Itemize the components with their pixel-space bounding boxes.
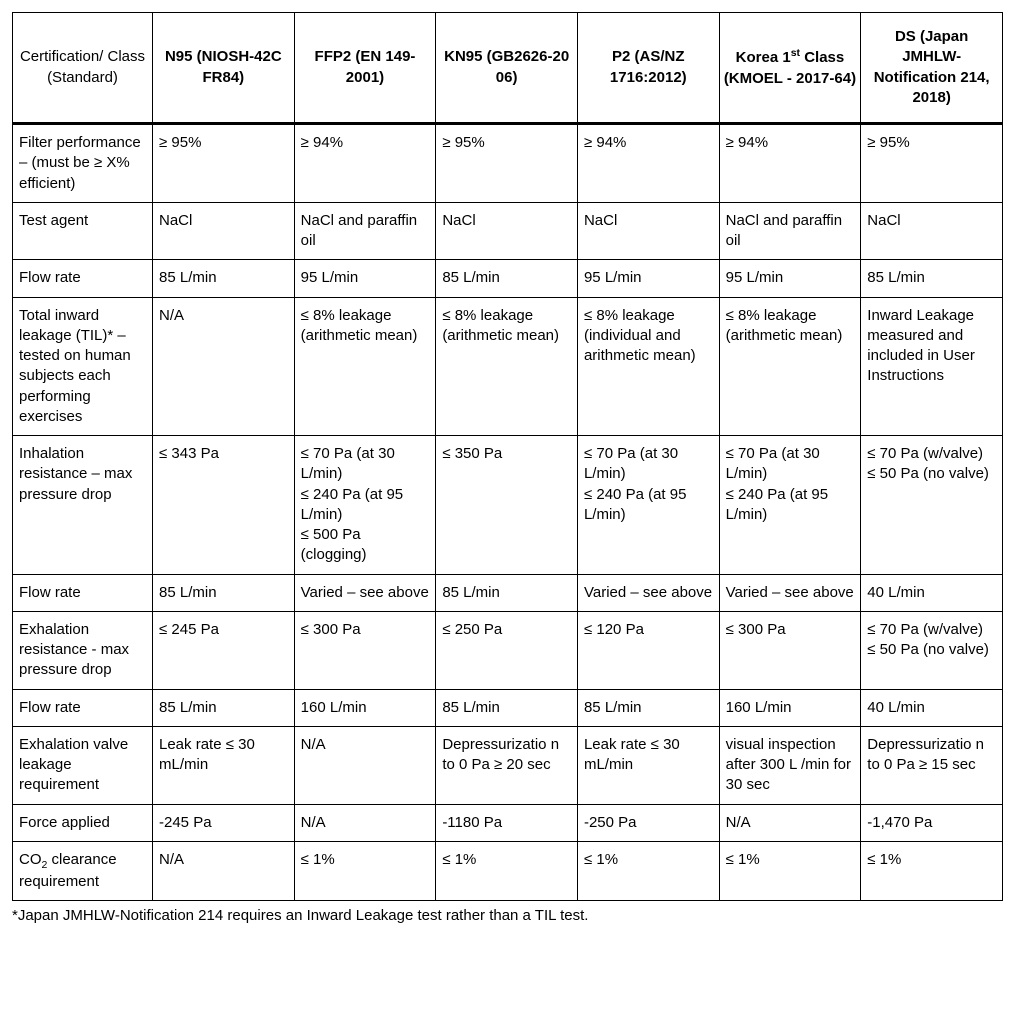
- table-row: Filter performance – (must be ≥ X% effic…: [13, 124, 1003, 203]
- table-cell: N/A: [719, 804, 861, 841]
- table-header-row: Certification/ Class (Standard) N95 (NIO…: [13, 13, 1003, 124]
- table-cell: ≤ 1%: [294, 841, 436, 900]
- table-row: Inhalation resistance – max pressure dro…: [13, 436, 1003, 575]
- table-cell: Leak rate ≤ 30 mL/min: [577, 726, 719, 804]
- table-row: Flow rate85 L/minVaried – see above85 L/…: [13, 574, 1003, 611]
- table-row: Force applied-245 PaN/A-1180 Pa-250 PaN/…: [13, 804, 1003, 841]
- header-n95: N95 (NIOSH-42C FR84): [153, 13, 295, 124]
- table-cell: NaCl and paraffin oil: [294, 202, 436, 260]
- table-cell: ≤ 70 Pa (at 30 L/min)≤ 240 Pa (at 95 L/m…: [577, 436, 719, 575]
- row-label: Flow rate: [13, 689, 153, 726]
- table-cell: N/A: [294, 804, 436, 841]
- table-cell: ≤ 1%: [436, 841, 578, 900]
- table-cell: ≤ 1%: [861, 841, 1003, 900]
- row-label: Exhalation resistance - max pressure dro…: [13, 611, 153, 689]
- table-row: Total inward leakage (TIL)* – tested on …: [13, 297, 1003, 436]
- table-cell: 85 L/min: [153, 689, 295, 726]
- table-cell: ≥ 95%: [153, 124, 295, 203]
- table-row: CO2 clearance requirementN/A≤ 1%≤ 1%≤ 1%…: [13, 841, 1003, 900]
- table-cell: NaCl and paraffin oil: [719, 202, 861, 260]
- table-cell: ≤ 300 Pa: [294, 611, 436, 689]
- table-cell: -245 Pa: [153, 804, 295, 841]
- header-kn95: KN95 (GB2626-20 06): [436, 13, 578, 124]
- table-cell: 85 L/min: [436, 689, 578, 726]
- header-p2: P2 (AS/NZ 1716:2012): [577, 13, 719, 124]
- table-cell: N/A: [294, 726, 436, 804]
- table-cell: ≥ 94%: [294, 124, 436, 203]
- table-cell: ≤ 350 Pa: [436, 436, 578, 575]
- table-cell: ≤ 8% leakage (arithmetic mean): [436, 297, 578, 436]
- table-cell: ≤ 300 Pa: [719, 611, 861, 689]
- table-cell: 40 L/min: [861, 689, 1003, 726]
- header-ds-japan: DS (Japan JMHLW-Notification 214, 2018): [861, 13, 1003, 124]
- row-label: Exhalation valve leakage requirement: [13, 726, 153, 804]
- table-cell: Varied – see above: [577, 574, 719, 611]
- row-label: Inhalation resistance – max pressure dro…: [13, 436, 153, 575]
- table-cell: Inward Leakage measured and included in …: [861, 297, 1003, 436]
- table-row: Test agentNaClNaCl and paraffin oilNaClN…: [13, 202, 1003, 260]
- table-cell: ≥ 95%: [436, 124, 578, 203]
- table-cell: ≤ 1%: [719, 841, 861, 900]
- table-cell: -250 Pa: [577, 804, 719, 841]
- header-korea: Korea 1st Class (KMOEL - 2017-64): [719, 13, 861, 124]
- table-cell: 95 L/min: [294, 260, 436, 297]
- table-cell: ≤ 120 Pa: [577, 611, 719, 689]
- table-cell: ≤ 245 Pa: [153, 611, 295, 689]
- table-cell: Varied – see above: [294, 574, 436, 611]
- table-cell: 40 L/min: [861, 574, 1003, 611]
- table-cell: 95 L/min: [719, 260, 861, 297]
- table-row: Flow rate85 L/min160 L/min85 L/min85 L/m…: [13, 689, 1003, 726]
- table-cell: ≤ 1%: [577, 841, 719, 900]
- table-cell: NaCl: [861, 202, 1003, 260]
- table-cell: 85 L/min: [861, 260, 1003, 297]
- table-cell: 85 L/min: [153, 574, 295, 611]
- row-label: Flow rate: [13, 260, 153, 297]
- table-cell: ≥ 95%: [861, 124, 1003, 203]
- table-cell: 160 L/min: [294, 689, 436, 726]
- table-cell: 85 L/min: [153, 260, 295, 297]
- table-cell: -1,470 Pa: [861, 804, 1003, 841]
- table-row: Exhalation valve leakage requirementLeak…: [13, 726, 1003, 804]
- row-label: CO2 clearance requirement: [13, 841, 153, 900]
- table-cell: visual inspection after 300 L /min for 3…: [719, 726, 861, 804]
- table-cell: ≤ 70 Pa (w/valve)≤ 50 Pa (no valve): [861, 611, 1003, 689]
- table-row: Flow rate85 L/min95 L/min85 L/min95 L/mi…: [13, 260, 1003, 297]
- header-ffp2: FFP2 (EN 149-2001): [294, 13, 436, 124]
- table-cell: ≤ 70 Pa (w/valve)≤ 50 Pa (no valve): [861, 436, 1003, 575]
- row-label: Total inward leakage (TIL)* – tested on …: [13, 297, 153, 436]
- table-cell: NaCl: [436, 202, 578, 260]
- respirator-comparison-table: Certification/ Class (Standard) N95 (NIO…: [12, 12, 1003, 901]
- table-body: Filter performance – (must be ≥ X% effic…: [13, 124, 1003, 901]
- table-row: Exhalation resistance - max pressure dro…: [13, 611, 1003, 689]
- row-label: Flow rate: [13, 574, 153, 611]
- table-cell: N/A: [153, 297, 295, 436]
- table-cell: 85 L/min: [436, 260, 578, 297]
- table-cell: Depressurizatio n to 0 Pa ≥ 15 sec: [861, 726, 1003, 804]
- table-cell: ≤ 70 Pa (at 30 L/min)≤ 240 Pa (at 95 L/m…: [719, 436, 861, 575]
- header-certification: Certification/ Class (Standard): [13, 13, 153, 124]
- table-cell: 85 L/min: [577, 689, 719, 726]
- table-cell: ≤ 343 Pa: [153, 436, 295, 575]
- table-cell: ≤ 250 Pa: [436, 611, 578, 689]
- row-label: Force applied: [13, 804, 153, 841]
- table-cell: ≥ 94%: [577, 124, 719, 203]
- table-cell: Varied – see above: [719, 574, 861, 611]
- table-cell: Depressurizatio n to 0 Pa ≥ 20 sec: [436, 726, 578, 804]
- table-cell: 160 L/min: [719, 689, 861, 726]
- table-cell: NaCl: [153, 202, 295, 260]
- row-label: Filter performance – (must be ≥ X% effic…: [13, 124, 153, 203]
- table-cell: ≥ 94%: [719, 124, 861, 203]
- row-label: Test agent: [13, 202, 153, 260]
- table-cell: ≤ 8% leakage (individual and arithmetic …: [577, 297, 719, 436]
- table-cell: 95 L/min: [577, 260, 719, 297]
- table-cell: NaCl: [577, 202, 719, 260]
- table-cell: ≤ 70 Pa (at 30 L/min)≤ 240 Pa (at 95 L/m…: [294, 436, 436, 575]
- table-cell: ≤ 8% leakage (arithmetic mean): [719, 297, 861, 436]
- table-cell: ≤ 8% leakage (arithmetic mean): [294, 297, 436, 436]
- table-cell: -1180 Pa: [436, 804, 578, 841]
- table-cell: N/A: [153, 841, 295, 900]
- table-cell: 85 L/min: [436, 574, 578, 611]
- table-cell: Leak rate ≤ 30 mL/min: [153, 726, 295, 804]
- footnote-text: *Japan JMHLW-Notification 214 requires a…: [12, 907, 1003, 924]
